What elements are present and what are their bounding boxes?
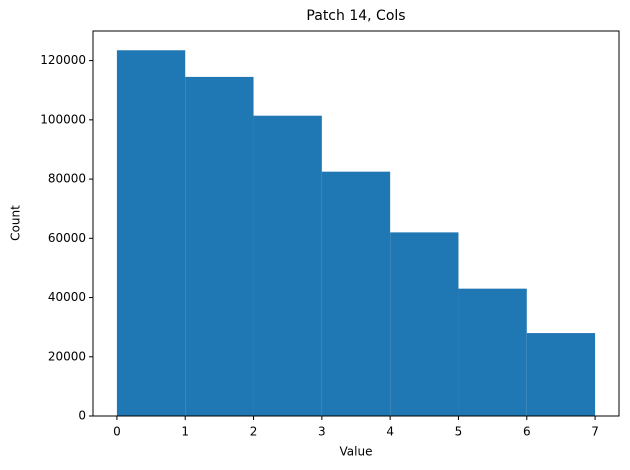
x-tick-label: 2 bbox=[250, 425, 258, 439]
y-tick-label: 60000 bbox=[48, 231, 86, 245]
y-tick-label: 0 bbox=[78, 409, 86, 423]
x-tick-label: 5 bbox=[455, 425, 463, 439]
y-tick-label: 20000 bbox=[48, 349, 86, 363]
x-axis-label: Value bbox=[340, 445, 373, 459]
bar bbox=[390, 232, 459, 416]
bar bbox=[253, 115, 322, 416]
x-tick-label: 4 bbox=[386, 425, 394, 439]
bar bbox=[185, 76, 254, 417]
chart-title: Patch 14, Cols bbox=[306, 8, 405, 24]
y-tick-label: 100000 bbox=[40, 112, 86, 126]
x-tick-label: 3 bbox=[318, 425, 326, 439]
bar bbox=[321, 171, 391, 416]
bar bbox=[458, 288, 527, 416]
x-tick-label: 1 bbox=[181, 425, 189, 439]
y-tick-label: 40000 bbox=[48, 290, 86, 304]
y-tick-label: 120000 bbox=[40, 53, 86, 67]
bar bbox=[526, 333, 596, 416]
axes-frame bbox=[92, 30, 620, 417]
bar bbox=[116, 50, 186, 416]
y-axis-label: Count bbox=[9, 205, 23, 241]
y-tick-label: 80000 bbox=[48, 172, 86, 186]
x-tick-label: 0 bbox=[113, 425, 121, 439]
x-tick-label: 7 bbox=[591, 425, 599, 439]
x-tick-label: 6 bbox=[523, 425, 531, 439]
